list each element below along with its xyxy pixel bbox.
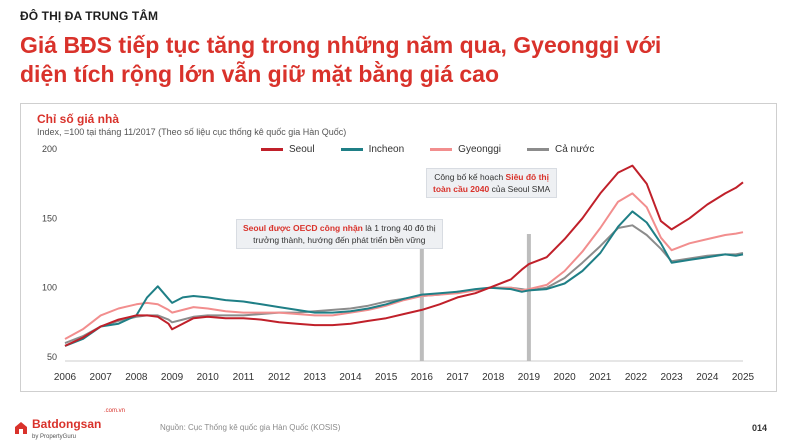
legend-label: Seoul [289, 144, 315, 155]
x-tick-label: 2006 [54, 372, 77, 383]
x-tick-label: 2020 [553, 372, 576, 383]
x-tick-label: 2011 [233, 372, 255, 383]
legend-item: Cả nước [526, 144, 595, 155]
series-line-2 [64, 192, 744, 340]
brand-name: Batdongsan [32, 417, 102, 431]
annotation-oecd-text: là 1 trong 40 đô thị [362, 223, 436, 233]
legend-swatch [340, 148, 363, 151]
section-label: ĐÔ THỊ ĐA TRUNG TÂM [20, 9, 159, 23]
x-tick-label: 2008 [125, 372, 148, 383]
x-tick-label: 2018 [482, 372, 505, 383]
x-tick-label: 2012 [268, 372, 291, 383]
annotation-2040-plan: Công bố kế hoạch Siêu đô thị toàn cầu 20… [426, 168, 558, 198]
x-tick-label: 2021 [589, 372, 612, 383]
legend-item: Gyeonggi [430, 144, 501, 155]
chart-title: Chỉ số giá nhà [37, 112, 120, 126]
x-tick-label: 2016 [411, 372, 434, 383]
x-tick-label: 2009 [161, 372, 184, 383]
chart-panel: Chỉ số giá nhà Index, =100 tại tháng 11/… [20, 103, 777, 392]
series-line-0 [64, 164, 744, 347]
y-tick-label: 200 [42, 144, 57, 154]
x-tick-label: 2019 [518, 372, 541, 383]
headline-line-1: Giá BĐS tiếp tục tăng trong những năm qu… [20, 32, 662, 58]
brand-subtitle: by PropertyGuru [32, 434, 77, 440]
annotation-oecd-line2: trưởng thành, hướng đến phát triển bền v… [253, 235, 426, 245]
legend-label: Cả nước [554, 144, 595, 155]
annotation-oecd-highlight: Seoul được OECD công nhận [243, 223, 363, 233]
x-tick-label: 2014 [339, 372, 362, 383]
brand-domain: .com.vn [104, 408, 126, 414]
y-tick-label: 150 [42, 213, 57, 223]
x-tick-label: 2025 [732, 372, 755, 383]
legend-item: Incheon [340, 144, 405, 155]
x-tick-label: 2007 [90, 372, 113, 383]
legend-item: Seoul [261, 144, 315, 155]
y-tick-label: 50 [47, 352, 57, 362]
x-tick-label: 2017 [446, 372, 469, 383]
legend-label: Gyeonggi [458, 144, 501, 155]
house-price-index-chart: 50 100 150 200 2006 2007 2008 2009 2010 2011 2012 2… [42, 144, 755, 383]
y-tick-label: 100 [42, 283, 57, 293]
legend-swatch [526, 148, 549, 151]
chart-subtitle: Index, =100 tại tháng 11/2017 (Theo số l… [37, 127, 347, 137]
source-note: Nguồn: Cục Thống kê quốc gia Hàn Quốc (K… [160, 423, 341, 432]
x-tick-label: 2023 [661, 372, 684, 383]
brand-logo: .com.vn Batdongsan by PropertyGuru [14, 408, 125, 441]
annotation-oecd: Seoul được OECD công nhận là 1 trong 40 … [236, 219, 443, 249]
legend-swatch [430, 148, 453, 151]
series-line-1 [64, 210, 744, 347]
annotation-2040-rest: của Seoul SMA [489, 184, 551, 194]
legend-swatch [261, 148, 283, 151]
legend-label: Incheon [368, 144, 405, 155]
x-tick-label: 2013 [304, 372, 327, 383]
page-headline: Giá BĐS tiếp tục tăng trong những năm qu… [20, 31, 780, 89]
x-tick-label: 2024 [696, 372, 719, 383]
annotation-2040-highlight-1: Siêu đô thị [505, 172, 549, 182]
x-tick-label: 2015 [375, 372, 398, 383]
x-tick-label: 2022 [625, 372, 648, 383]
house-logo-icon [15, 422, 27, 434]
page-number: 014 [752, 423, 768, 433]
chart-legend: Seoul Incheon Gyeonggi Cả nước [261, 144, 594, 155]
headline-line-2: diện tích rộng lớn vẫn giữ mặt bằng giá … [20, 61, 500, 87]
annotation-2040-text: Công bố kế hoạch [434, 172, 506, 182]
annotation-2040-highlight-2: toàn cầu 2040 [433, 184, 490, 194]
event-marker-bar [526, 234, 531, 361]
event-marker-bar [419, 234, 424, 361]
x-tick-label: 2010 [197, 372, 220, 383]
